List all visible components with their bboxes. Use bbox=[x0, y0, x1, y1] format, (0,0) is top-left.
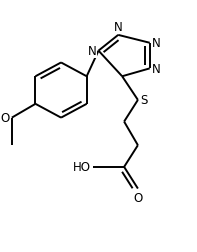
Text: N: N bbox=[152, 37, 160, 50]
Text: O: O bbox=[1, 112, 10, 125]
Text: N: N bbox=[114, 21, 123, 34]
Text: HO: HO bbox=[73, 161, 91, 174]
Text: N: N bbox=[88, 45, 97, 58]
Text: S: S bbox=[140, 94, 147, 107]
Text: O: O bbox=[133, 191, 142, 204]
Text: N: N bbox=[152, 62, 160, 76]
